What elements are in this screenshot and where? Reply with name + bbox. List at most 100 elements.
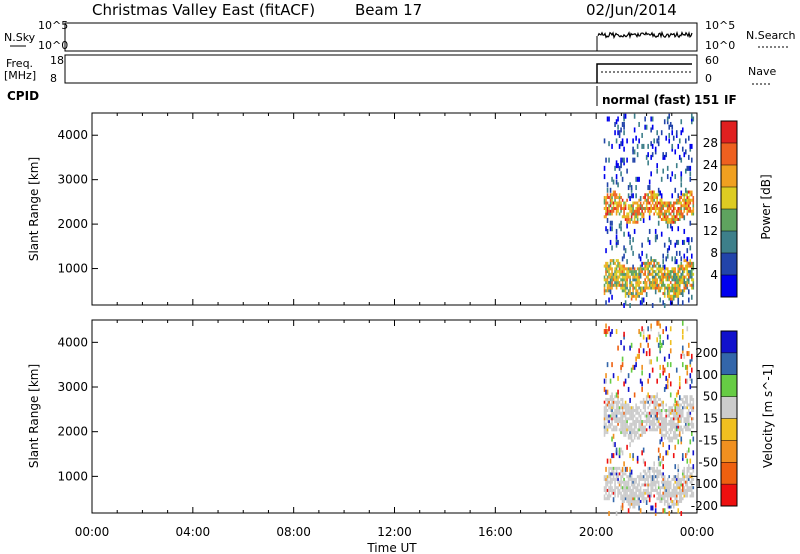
- data-cell: [624, 207, 627, 210]
- data-cell: [641, 497, 643, 501]
- data-cell: [662, 253, 665, 259]
- data-cell: [635, 411, 637, 415]
- data-cell: [677, 389, 680, 395]
- data-cell: [659, 373, 661, 379]
- data-cell: [645, 472, 648, 476]
- data-cell: [630, 422, 633, 426]
- data-cell: [668, 439, 671, 443]
- data-cell: [633, 228, 636, 234]
- data-cell: [677, 508, 680, 514]
- data-cell: [668, 502, 671, 506]
- data-cell: [689, 209, 692, 213]
- data-cell: [659, 323, 661, 329]
- data-cell: [681, 146, 684, 152]
- data-cell: [684, 480, 687, 484]
- data-cell: [651, 198, 654, 202]
- data-cell: [626, 272, 628, 276]
- data-cell: [656, 193, 658, 197]
- y-tick-label: 3000: [57, 173, 88, 187]
- data-cell: [672, 294, 675, 298]
- data-cell: [690, 406, 693, 410]
- data-cell: [669, 420, 672, 424]
- data-cell: [632, 272, 634, 276]
- data-cell: [668, 207, 671, 210]
- data-cell: [684, 207, 687, 210]
- data-cell: [621, 497, 624, 501]
- data-cell: [647, 209, 649, 213]
- data-cell: [657, 141, 660, 147]
- data-cell: [675, 436, 678, 440]
- data-cell: [620, 417, 622, 421]
- data-cell: [626, 408, 628, 412]
- data-cell: [648, 497, 651, 503]
- data-cell: [657, 469, 660, 473]
- data-cell: [689, 475, 692, 479]
- data-cell: [608, 472, 610, 476]
- data-cell: [608, 209, 610, 213]
- data-cell: [648, 397, 651, 401]
- data-cell: [630, 477, 633, 481]
- data-cell: [654, 417, 657, 421]
- data-cell: [669, 201, 672, 205]
- data-cell: [662, 217, 665, 221]
- data-cell: [692, 477, 695, 481]
- data-cell: [605, 207, 607, 210]
- data-cell: [675, 475, 678, 479]
- data-cell: [615, 472, 618, 476]
- data-cell: [650, 491, 652, 495]
- data-cell: [624, 428, 627, 432]
- data-cell: [626, 198, 628, 202]
- data-cell: [645, 281, 648, 285]
- data-cell: [686, 370, 689, 376]
- data-cell: [636, 497, 639, 501]
- data-cell: [678, 250, 681, 256]
- data-cell: [651, 272, 654, 276]
- data-cell: [684, 417, 687, 421]
- data-cell: [686, 196, 689, 200]
- data-cell: [639, 417, 642, 421]
- data-cell: [687, 201, 690, 205]
- data-cell: [642, 447, 645, 453]
- data-cell: [686, 207, 689, 210]
- data-cell: [639, 207, 642, 210]
- data-cell: [668, 204, 671, 208]
- data-cell: [665, 411, 668, 415]
- colorbar-swatch: [721, 440, 737, 463]
- data-cell: [684, 138, 687, 144]
- data-cell: [659, 422, 661, 426]
- data-cell: [648, 207, 651, 210]
- data-cell: [681, 475, 684, 479]
- data-cell: [644, 272, 646, 276]
- data-cell: [692, 406, 695, 410]
- data-cell: [635, 286, 637, 290]
- data-cell: [609, 472, 612, 476]
- data-cell: [675, 400, 678, 406]
- data-cell: [617, 403, 619, 407]
- data-cell: [656, 475, 658, 479]
- data-cell: [621, 215, 624, 219]
- data-cell: [626, 431, 628, 435]
- data-cell: [621, 422, 624, 426]
- data-cell: [609, 417, 612, 421]
- data-cell: [654, 502, 657, 508]
- data-cell: [603, 329, 606, 335]
- data-cell: [662, 497, 665, 501]
- data-cell: [672, 420, 675, 424]
- data-cell: [650, 326, 652, 332]
- data-cell: [677, 466, 680, 472]
- data-cell: [623, 422, 625, 426]
- data-cell: [644, 497, 646, 501]
- data-cell: [672, 292, 675, 296]
- data-cell: [660, 201, 663, 205]
- data-cell: [614, 494, 616, 498]
- data-cell: [648, 190, 651, 194]
- data-cell: [648, 283, 651, 287]
- data-cell: [629, 425, 631, 429]
- data-cell: [603, 386, 606, 392]
- data-cell: [647, 406, 649, 410]
- data-cell: [686, 458, 689, 464]
- data-cell: [668, 486, 671, 490]
- data-cell: [623, 272, 625, 276]
- data-cell: [612, 261, 615, 265]
